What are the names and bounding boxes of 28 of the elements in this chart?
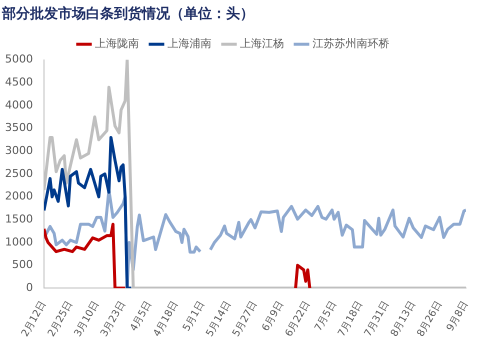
x-tick-label: 6月22日 <box>284 299 313 339</box>
y-tick-label: 1000 <box>4 235 33 248</box>
y-tick-label: 5000 <box>4 52 33 66</box>
x-tick-label: 4月18日 <box>152 299 181 339</box>
chart-title: 部分批发市场白条到货情况（单位：头） <box>1 5 254 22</box>
x-tick-label: 5月14日 <box>204 299 234 339</box>
legend-label: 上海浦南 <box>168 37 212 50</box>
y-tick-label: 0 <box>26 281 33 294</box>
x-tick-label: 5月27日 <box>230 299 260 339</box>
x-tick-label: 7月5日 <box>313 299 339 334</box>
x-tick-label: 7月31日 <box>362 299 392 339</box>
y-tick-label: 3500 <box>4 121 33 134</box>
y-tick-label: 3000 <box>4 144 33 157</box>
y-tick-label: 500 <box>12 258 33 272</box>
x-tick-label: 2月25日 <box>46 299 76 339</box>
x-tick-label: 9月8日 <box>444 299 471 334</box>
y-tick-label: 2500 <box>4 166 33 180</box>
x-tick-label: 3月23日 <box>98 299 128 339</box>
y-tick-label: 4000 <box>4 98 33 112</box>
legend-label: 上海江杨 <box>240 37 284 50</box>
x-tick-label: 2月12日 <box>20 299 49 339</box>
x-tick-label: 4月5日 <box>128 299 154 334</box>
x-tick-label: 6月9日 <box>260 299 286 334</box>
legend-label: 上海陇南 <box>95 37 139 50</box>
y-tick-label: 4500 <box>4 75 33 88</box>
y-tick-label: 2000 <box>4 190 33 203</box>
y-tick-label: 1500 <box>4 212 33 226</box>
legend-label: 江苏苏州南环桥 <box>312 37 390 50</box>
